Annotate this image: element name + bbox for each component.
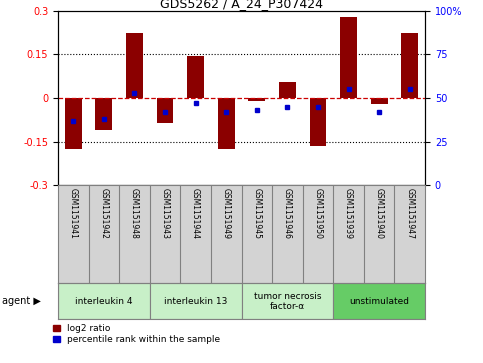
Text: agent ▶: agent ▶ bbox=[2, 296, 41, 306]
Bar bbox=[126, 33, 143, 98]
Text: GSM1151945: GSM1151945 bbox=[252, 188, 261, 239]
Title: GDS5262 / A_24_P307424: GDS5262 / A_24_P307424 bbox=[160, 0, 323, 10]
Bar bbox=[218, 98, 235, 149]
Bar bbox=[248, 98, 265, 101]
Text: GSM1151947: GSM1151947 bbox=[405, 188, 414, 239]
Text: GSM1151940: GSM1151940 bbox=[375, 188, 384, 239]
Bar bbox=[401, 33, 418, 98]
Text: GSM1151944: GSM1151944 bbox=[191, 188, 200, 239]
Bar bbox=[340, 17, 357, 98]
Bar bbox=[150, 283, 242, 319]
Bar bbox=[279, 82, 296, 98]
Bar bbox=[65, 98, 82, 149]
Text: GSM1151941: GSM1151941 bbox=[69, 188, 78, 239]
Bar bbox=[156, 98, 173, 123]
Text: GSM1151942: GSM1151942 bbox=[99, 188, 108, 239]
Bar bbox=[242, 283, 333, 319]
Bar bbox=[187, 56, 204, 98]
Bar bbox=[96, 98, 112, 130]
Text: GSM1151943: GSM1151943 bbox=[160, 188, 170, 239]
Bar bbox=[58, 283, 150, 319]
Bar bbox=[310, 98, 327, 146]
Text: GSM1151948: GSM1151948 bbox=[130, 188, 139, 239]
Bar bbox=[371, 98, 387, 104]
Text: GSM1151950: GSM1151950 bbox=[313, 188, 323, 239]
Text: GSM1151949: GSM1151949 bbox=[222, 188, 231, 239]
Bar bbox=[333, 283, 425, 319]
Text: tumor necrosis
factor-α: tumor necrosis factor-α bbox=[254, 291, 321, 311]
Text: interleukin 13: interleukin 13 bbox=[164, 297, 227, 306]
Text: unstimulated: unstimulated bbox=[349, 297, 409, 306]
Text: GSM1151946: GSM1151946 bbox=[283, 188, 292, 239]
Text: GSM1151939: GSM1151939 bbox=[344, 188, 353, 239]
Legend: log2 ratio, percentile rank within the sample: log2 ratio, percentile rank within the s… bbox=[53, 324, 220, 344]
Text: interleukin 4: interleukin 4 bbox=[75, 297, 133, 306]
